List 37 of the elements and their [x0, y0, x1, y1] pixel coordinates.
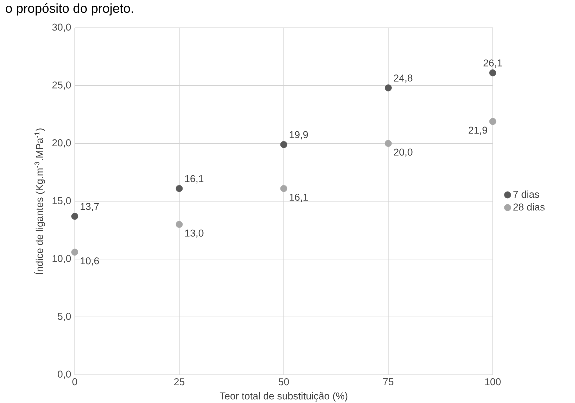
point	[385, 84, 392, 92]
data-label: 24,8	[394, 74, 413, 83]
y-tick-label: 20,0	[52, 140, 72, 148]
y-tick-label: 5,0	[58, 313, 72, 322]
data-label: 20,0	[394, 148, 413, 158]
x-tick-label: 50	[278, 378, 290, 386]
data-label: 13,7	[80, 203, 100, 212]
y-tick-label: 30,0	[52, 24, 72, 32]
data-label: 19,9	[290, 131, 308, 140]
x-tick-label: 25	[174, 378, 185, 386]
y-tick-label: 25,0	[52, 82, 72, 90]
data-label: 16,1	[290, 194, 308, 202]
point	[280, 185, 288, 192]
legend-label: 28 dias	[514, 203, 545, 211]
x-tick-label: 100	[485, 378, 501, 386]
text: o propósito do projeto.	[6, 4, 134, 16]
point	[280, 141, 288, 148]
data-label: 13,0	[185, 230, 204, 238]
x-axis-title: Teor total de substituição (%)	[220, 392, 348, 402]
x-tick-label: 75	[383, 378, 394, 386]
y-tick-label: 10,0	[52, 255, 72, 264]
data-label: 26,1	[484, 60, 502, 68]
point	[385, 140, 392, 148]
point	[72, 213, 78, 220]
point	[72, 248, 78, 256]
legend-label: 7 dias	[514, 190, 540, 198]
x-tick-label: 0	[72, 378, 78, 386]
y-axis-title: Índice de ligantes (Kg.m$^{-3}$.MPa$^{-1}$)	[34, 128, 46, 274]
y-tick-label: 15,0	[52, 197, 72, 206]
data-label: 16,1	[185, 175, 204, 184]
point	[176, 185, 183, 192]
y-tick-label: 0,0	[58, 370, 72, 380]
point	[490, 118, 496, 126]
point	[490, 70, 496, 77]
data-label: 21,9	[468, 126, 488, 136]
data-label: 10,6	[80, 258, 100, 266]
point	[176, 221, 183, 228]
